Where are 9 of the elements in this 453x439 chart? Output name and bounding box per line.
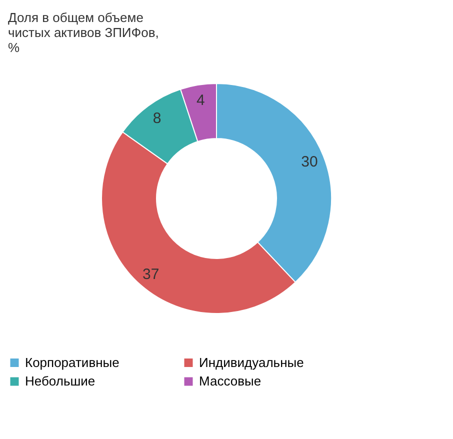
- data-label: 8: [152, 110, 162, 128]
- legend-label: Индивидуальные: [199, 354, 304, 370]
- chart-title: Доля в общем объеме чистых активов ЗПИФов, %: [8, 10, 159, 55]
- legend-label: Массовые: [199, 374, 262, 388]
- legend-label: Небольшие: [25, 374, 96, 388]
- data-label: 37: [142, 266, 160, 283]
- data-label: 30: [301, 154, 318, 171]
- legend-label: Корпоративные: [25, 354, 120, 370]
- data-label: 4: [196, 92, 205, 109]
